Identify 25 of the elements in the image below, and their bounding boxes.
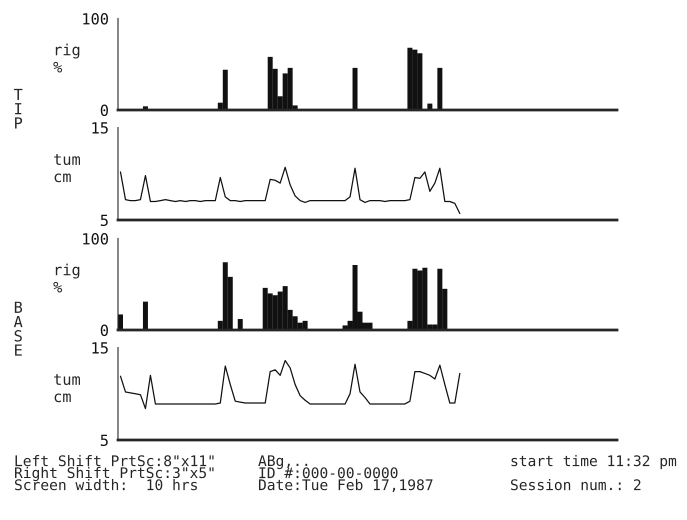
y-tick-label: 0 (100, 104, 108, 116)
y-tick-label: 0 (100, 324, 108, 336)
y-tick-label: 100 (83, 13, 108, 25)
line-series (120, 360, 460, 410)
text: Session num.: 2 (510, 478, 640, 490)
text: ABg,.. (258, 455, 308, 470)
text: Date:Tue Feb 17,1987 (258, 478, 432, 492)
text: BASE (14, 302, 23, 356)
y-axis-title: tum cm (54, 374, 80, 402)
y-tick-label: 5 (100, 434, 108, 446)
bar (142, 302, 148, 330)
text: Left Shift PrtSc:8"x11" (16, 454, 214, 466)
y-tick-label: 15 (92, 122, 108, 134)
text: start time 11:32 pm (512, 454, 676, 470)
bar (352, 68, 358, 110)
y-axis-title: rig % (53, 264, 80, 293)
y-axis-title: tum cm (54, 154, 80, 182)
y-axis-title: rig % (53, 44, 80, 73)
text: TIP (14, 88, 22, 129)
line-series (120, 166, 460, 214)
y-tick-label: 15 (92, 342, 108, 354)
y-tick-label: 5 (100, 214, 108, 226)
text: Screen width: 10 hrs (14, 478, 197, 490)
bar (437, 68, 442, 110)
y-tick-label: 100 (83, 233, 108, 245)
